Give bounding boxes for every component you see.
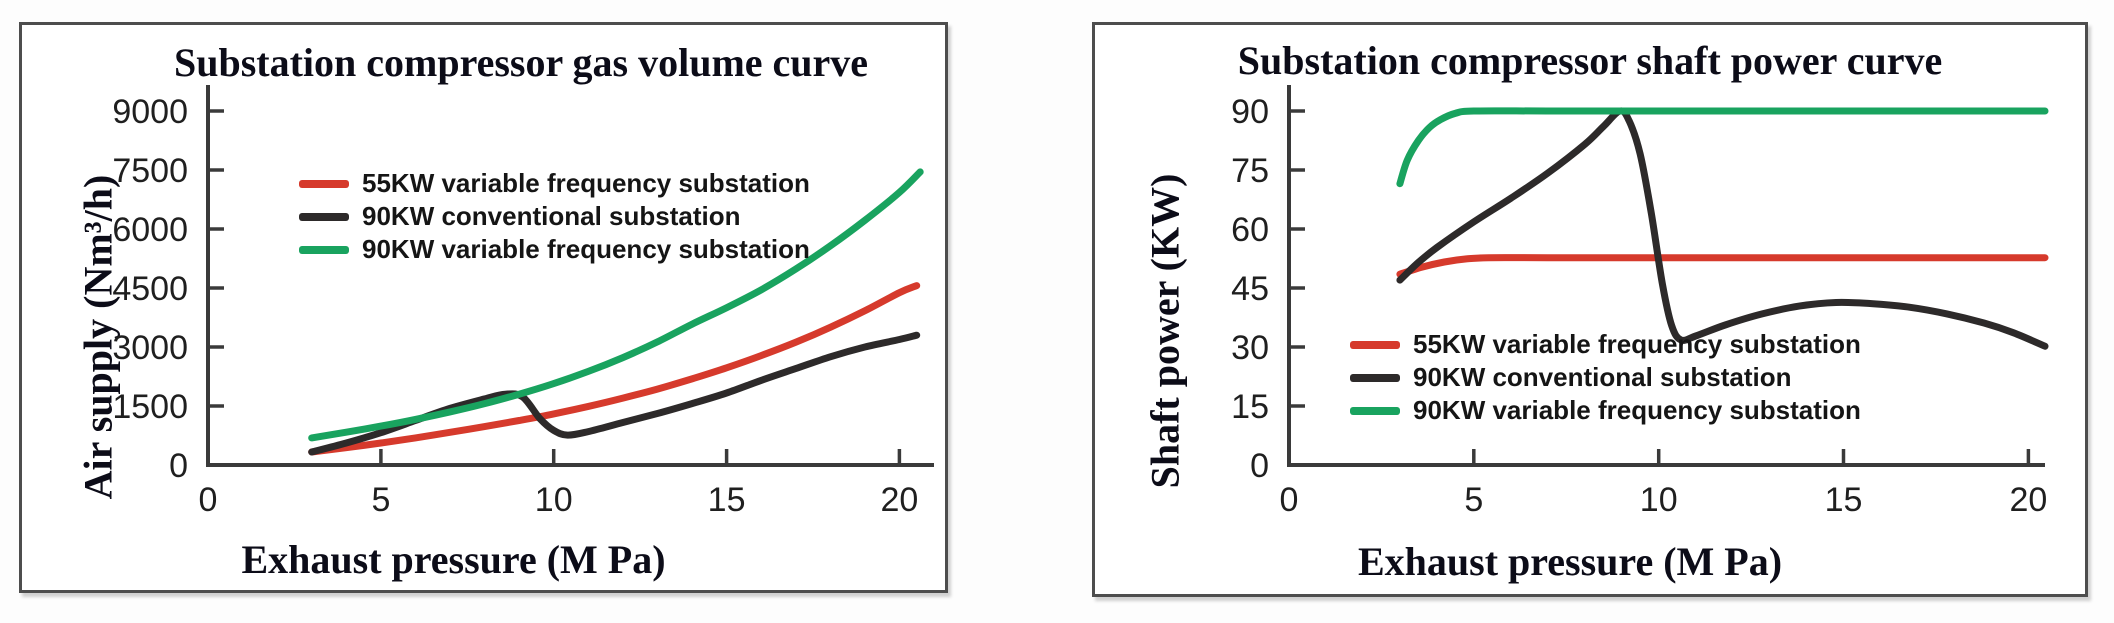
x-tick-label: 20 bbox=[880, 481, 918, 519]
legend-item-90kw-variable: 90KW variable frequency substation bbox=[299, 234, 810, 265]
x-tick-label: 20 bbox=[2009, 481, 2047, 519]
y-tick-label: 30 bbox=[1231, 329, 1269, 367]
legend-item-90kw-variable: 90KW variable frequency substation bbox=[1350, 395, 1861, 426]
x-tick-label: 5 bbox=[1464, 481, 1483, 519]
x-tick-label: 10 bbox=[1640, 481, 1678, 519]
x-tick-label: 0 bbox=[199, 481, 218, 519]
y-tick-label: 7500 bbox=[112, 152, 188, 190]
y-tick-label: 3000 bbox=[112, 329, 188, 367]
legend-label-90kw-variable: 90KW variable frequency substation bbox=[1413, 395, 1861, 425]
series-line-2 bbox=[308, 168, 924, 442]
shaft-power-chart-panel: Substation compressor shaft power curve … bbox=[1092, 22, 2088, 597]
y-tick-label: 15 bbox=[1231, 388, 1269, 426]
legend-label-55kw-variable: 55KW variable frequency substation bbox=[362, 168, 810, 198]
y-tick-label: 60 bbox=[1231, 211, 1269, 249]
y-tick-label: 0 bbox=[169, 447, 188, 485]
legend-swatch-90kw-variable bbox=[1350, 406, 1400, 415]
y-tick-label: 90 bbox=[1231, 93, 1269, 131]
shaft-power-x-axis-label: Exhaust pressure (M Pa) bbox=[1357, 539, 1783, 584]
x-tick-label: 15 bbox=[708, 481, 746, 519]
gas-volume-chart-title: Substation compressor gas volume curve bbox=[173, 40, 869, 85]
shaft-power-chart-title: Substation compressor shaft power curve bbox=[1237, 38, 1943, 83]
legend-swatch-90kw-conventional bbox=[1350, 373, 1400, 382]
legend-label-90kw-conventional: 90KW conventional substation bbox=[362, 201, 741, 231]
y-tick-label: 0 bbox=[1250, 447, 1269, 485]
legend-swatch-55kw-variable bbox=[1350, 340, 1400, 349]
x-tick-label: 15 bbox=[1825, 481, 1863, 519]
gas-volume-chart-panel: Substation compressor gas volume curve A… bbox=[19, 22, 948, 593]
legend-label-90kw-variable: 90KW variable frequency substation bbox=[362, 234, 810, 264]
legend-item-90kw-conventional: 90KW conventional substation bbox=[1350, 362, 1861, 393]
gas-volume-legend: 55KW variable frequency substation 90KW … bbox=[299, 168, 810, 265]
series-line-2 bbox=[1396, 107, 2049, 188]
y-tick-label: 4500 bbox=[112, 270, 188, 308]
y-tick-label: 1500 bbox=[112, 388, 188, 426]
x-tick-label: 10 bbox=[535, 481, 573, 519]
legend-item-90kw-conventional: 90KW conventional substation bbox=[299, 201, 810, 232]
legend-swatch-90kw-conventional bbox=[299, 212, 349, 221]
gas-volume-chart-canvas: 0 5 10 15 20 0 1500 3000 4500 6000 7500 9000 bbox=[112, 85, 934, 519]
series-line-0 bbox=[1396, 254, 2049, 278]
y-tick-label: 9000 bbox=[112, 93, 188, 131]
legend-item-55kw-variable: 55KW variable frequency substation bbox=[299, 168, 810, 199]
series-line-1 bbox=[308, 331, 921, 456]
shaft-power-legend: 55KW variable frequency substation 90KW … bbox=[1350, 329, 1861, 426]
x-tick-label: 0 bbox=[1280, 481, 1299, 519]
series-line-1 bbox=[1396, 107, 2049, 350]
legend-item-55kw-variable: 55KW variable frequency substation bbox=[1350, 329, 1861, 360]
y-tick-label: 75 bbox=[1231, 152, 1269, 190]
shaft-power-chart-canvas: 0 5 10 15 20 0 15 30 45 60 75 90 bbox=[1231, 85, 2049, 519]
legend-label-55kw-variable: 55KW variable frequency substation bbox=[1413, 329, 1861, 359]
legend-label-90kw-conventional: 90KW conventional substation bbox=[1413, 362, 1792, 392]
series-line-0 bbox=[308, 282, 921, 456]
y-tick-label: 45 bbox=[1231, 270, 1269, 308]
legend-swatch-90kw-variable bbox=[299, 245, 349, 254]
legend-swatch-55kw-variable bbox=[299, 179, 349, 188]
y-tick-label: 6000 bbox=[112, 211, 188, 249]
gas-volume-x-axis-label: Exhaust pressure (M Pa) bbox=[241, 537, 666, 582]
x-tick-label: 5 bbox=[371, 481, 390, 519]
